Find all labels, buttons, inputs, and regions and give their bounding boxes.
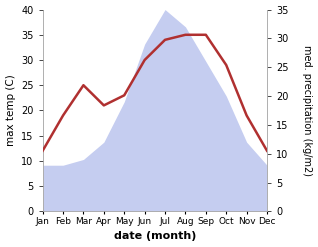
X-axis label: date (month): date (month): [114, 231, 196, 242]
Y-axis label: max temp (C): max temp (C): [5, 75, 16, 146]
Y-axis label: med. precipitation (kg/m2): med. precipitation (kg/m2): [302, 45, 313, 176]
